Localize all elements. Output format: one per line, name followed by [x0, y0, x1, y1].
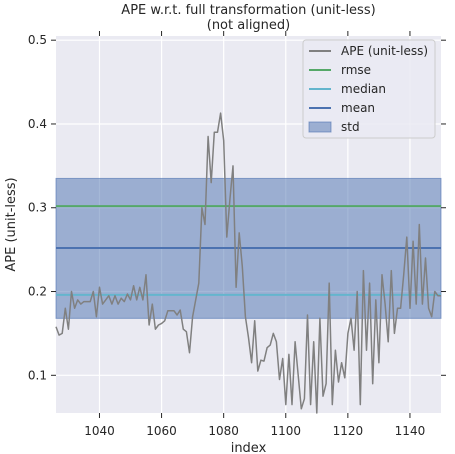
y-axis-label: APE (unit-less) [4, 177, 19, 271]
legend-label: rmse [341, 63, 371, 77]
legend: APE (unit-less) rmse median mean std [302, 39, 436, 139]
legend-box [302, 39, 436, 139]
legend-label: std [341, 120, 360, 134]
chart-title: APE w.r.t. full transformation (unit-les… [121, 3, 375, 33]
y-axis: 0.1 0.2 0.3 0.4 0.5 [28, 33, 446, 382]
ape-line [55, 112, 441, 414]
x-tick-label: 1100 [270, 424, 301, 438]
x-tick-label: 1140 [395, 424, 426, 438]
x-tick-label: 1080 [208, 424, 239, 438]
legend-label: median [341, 82, 386, 96]
x-tick-label: 1060 [146, 424, 177, 438]
y-tick-label: 0.3 [28, 201, 47, 215]
legend-label: APE (unit-less) [341, 44, 428, 58]
x-tick-label: 1120 [333, 424, 364, 438]
x-axis-label: index [231, 441, 267, 454]
x-axis: 1040 1060 1080 1100 1120 1140 [84, 31, 425, 438]
x-tick-label: 1040 [84, 424, 115, 438]
y-tick-label: 0.5 [28, 33, 47, 47]
y-tick-label: 0.2 [28, 285, 47, 299]
statistic-lines [56, 205, 441, 296]
y-tick-label: 0.1 [28, 368, 47, 382]
legend-swatch [308, 121, 332, 133]
y-tick-label: 0.4 [28, 117, 47, 131]
chart-title-line: APE w.r.t. full transformation (unit-les… [121, 3, 375, 18]
ape-series [55, 112, 441, 414]
legend-label: mean [341, 101, 375, 115]
chart-title-line: (not aligned) [207, 18, 291, 33]
